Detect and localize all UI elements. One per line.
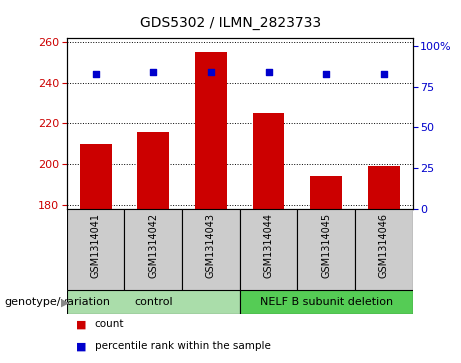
Text: genotype/variation: genotype/variation	[5, 297, 111, 307]
Bar	[80, 144, 112, 209]
Bar	[182, 209, 240, 290]
Text: ▶: ▶	[61, 297, 69, 307]
Text: control: control	[134, 297, 172, 307]
Bar	[124, 209, 182, 290]
Bar	[67, 290, 240, 314]
Text: GSM1314046: GSM1314046	[379, 213, 389, 278]
Point	[92, 71, 99, 77]
Text: GSM1314045: GSM1314045	[321, 213, 331, 278]
Text: NELF B subunit deletion: NELF B subunit deletion	[260, 297, 393, 307]
Bar	[240, 290, 413, 314]
Bar	[253, 113, 284, 209]
Text: GSM1314044: GSM1314044	[264, 213, 273, 278]
Text: GDS5302 / ILMN_2823733: GDS5302 / ILMN_2823733	[140, 16, 321, 30]
Bar	[355, 209, 413, 290]
Bar	[310, 176, 342, 209]
Bar	[67, 209, 124, 290]
Text: GSM1314043: GSM1314043	[206, 213, 216, 278]
Bar	[368, 166, 400, 209]
Text: ■: ■	[76, 341, 87, 351]
Point	[380, 71, 387, 77]
Point	[207, 69, 214, 75]
Text: percentile rank within the sample: percentile rank within the sample	[95, 341, 271, 351]
Text: GSM1314042: GSM1314042	[148, 213, 158, 278]
Text: count: count	[95, 319, 124, 330]
Bar	[297, 209, 355, 290]
Text: ■: ■	[76, 319, 87, 330]
Point	[265, 69, 272, 75]
Point	[149, 69, 157, 75]
Bar	[240, 209, 297, 290]
Bar	[195, 52, 227, 209]
Point	[322, 71, 330, 77]
Text: GSM1314041: GSM1314041	[91, 213, 100, 278]
Bar	[137, 131, 169, 209]
